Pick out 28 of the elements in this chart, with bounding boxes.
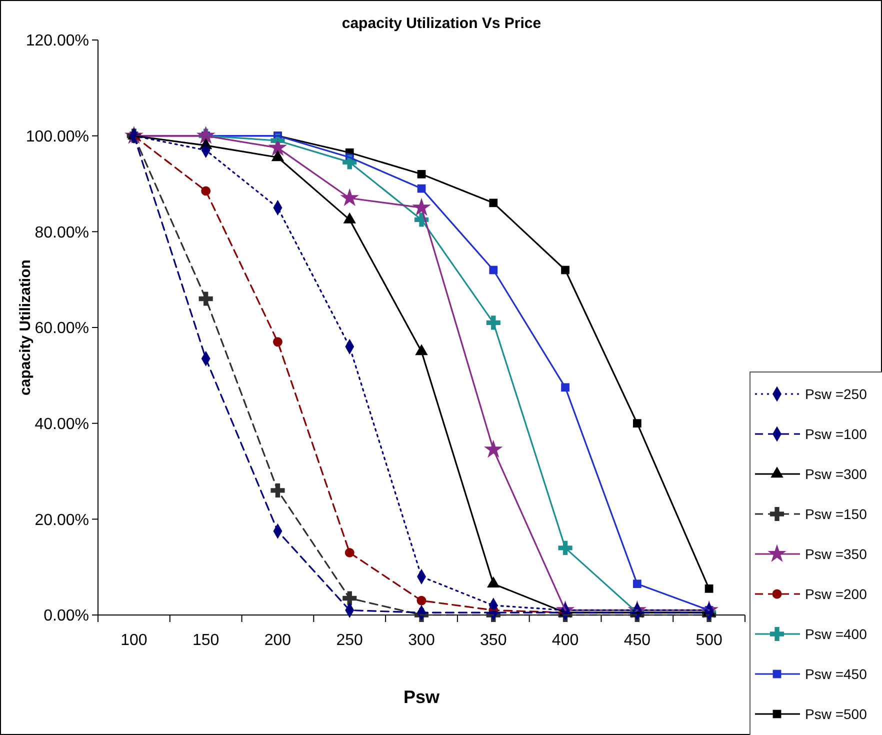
- legend-label: Psw =200: [805, 586, 868, 602]
- x-tick-label: 450: [624, 632, 651, 649]
- y-tick-label: 20.00%: [34, 512, 89, 529]
- x-tick-label: 350: [480, 632, 507, 649]
- x-tick-label: 500: [696, 632, 722, 649]
- legend-label: Psw =400: [805, 626, 868, 642]
- x-tick-label: 200: [264, 632, 292, 649]
- chart-title: capacity Utilization Vs Price: [342, 15, 542, 32]
- y-axis-title: capacity Utilization: [17, 260, 34, 396]
- x-tick-label: 300: [408, 632, 435, 649]
- y-tick-label: 100.00%: [26, 128, 89, 146]
- legend-label: Psw =350: [805, 546, 868, 562]
- x-tick-label: 250: [336, 632, 364, 649]
- legend-label: Psw =500: [805, 706, 868, 722]
- legend-label: Psw =150: [805, 506, 868, 522]
- x-axis-title: Psw: [403, 687, 440, 707]
- x-tick-label: 400: [552, 632, 579, 649]
- x-tick-label: 150: [192, 632, 220, 649]
- legend-label: Psw =100: [805, 426, 868, 442]
- legend-label: Psw =450: [805, 666, 868, 682]
- y-tick-label: 80.00%: [34, 224, 89, 242]
- y-tick-label: 40.00%: [34, 416, 89, 433]
- legend-label: Psw =300: [805, 466, 868, 482]
- y-tick-label: 0.00%: [44, 608, 89, 625]
- legend-label: Psw =250: [805, 386, 868, 402]
- x-tick-label: 100: [120, 632, 148, 649]
- y-tick-label: 120.00%: [26, 32, 89, 50]
- y-tick-label: 60.00%: [34, 320, 89, 338]
